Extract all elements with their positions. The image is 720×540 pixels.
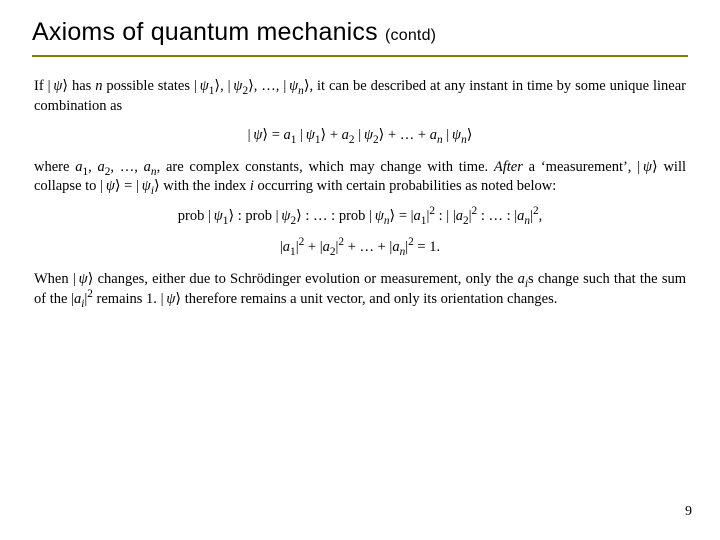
psi-glyph: ψ	[306, 127, 315, 143]
paragraph-3: When | ψ⟩ changes, either due to Schrödi…	[34, 270, 686, 309]
coef-a: a	[323, 239, 330, 255]
eq-sign: =	[121, 178, 136, 194]
slide: Axioms of quantum mechanics (contd) If |…	[0, 0, 720, 540]
psi-glyph: ψ	[452, 127, 461, 143]
psi-glyph: ψ	[106, 178, 115, 194]
coef-a: a	[283, 239, 290, 255]
coef-a: a	[518, 271, 525, 287]
p3-t5: therefore remains a unit vector, and onl…	[181, 291, 557, 307]
coef-a: a	[144, 159, 151, 175]
p3-t1: When	[34, 271, 73, 287]
colon: :	[435, 208, 446, 224]
coef-a: a	[97, 159, 104, 175]
psi-glyph: ψ	[364, 127, 373, 143]
paragraph-2: where a1, a2, …, an, are complex constan…	[34, 158, 686, 197]
coef-a: a	[284, 127, 291, 143]
equation-prob-ratio: prob | ψ1⟩ : prob | ψ2⟩ : … : prob | ψn⟩…	[34, 207, 686, 227]
eq-sign: =	[268, 127, 283, 143]
prob-word: prob	[339, 208, 369, 224]
slide-title: Axioms of quantum mechanics (contd)	[32, 18, 688, 47]
slide-body: If | ψ⟩ has n possible states | ψ1⟩, | ψ…	[32, 77, 688, 309]
p1-t2: has	[68, 78, 95, 94]
paragraph-1: If | ψ⟩ has n possible states | ψ1⟩, | ψ…	[34, 77, 686, 116]
plus: +	[304, 239, 319, 255]
p2-ell: …,	[120, 159, 144, 175]
p2-t1: where	[34, 159, 75, 175]
p2-t3: a ‘measurement’,	[523, 159, 637, 175]
psi-glyph: ψ	[200, 78, 209, 94]
sub-n: n	[437, 134, 443, 146]
psi-glyph: ψ	[643, 159, 652, 175]
plus-ell: + … +	[384, 127, 429, 143]
plus: +	[326, 127, 341, 143]
p2-after: After	[494, 159, 523, 175]
ket-rangle: ⟩	[467, 127, 473, 143]
eq-one: = 1.	[414, 239, 440, 255]
coef-a: a	[456, 208, 463, 224]
psi-glyph: ψ	[375, 208, 384, 224]
coef-a: a	[342, 127, 349, 143]
p1-ell: …,	[261, 78, 283, 94]
psi-glyph: ψ	[214, 208, 223, 224]
equation-superposition: | ψ⟩ = a1 | ψ1⟩ + a2 | ψ2⟩ + … + an | ψn…	[34, 126, 686, 146]
page-number: 9	[685, 504, 692, 520]
prob-word: prob	[245, 208, 275, 224]
title-main: Axioms of quantum mechanics	[32, 18, 378, 46]
plus-ell: + … +	[344, 239, 389, 255]
p2-sep: ,	[110, 159, 119, 175]
prob-word: prob	[178, 208, 208, 224]
eq-sign: =	[395, 208, 410, 224]
sub-2: 2	[349, 134, 355, 146]
coef-a: a	[430, 127, 437, 143]
p2-t2: , are complex constants, which may chang…	[157, 159, 494, 175]
p3-t4: remains 1.	[93, 291, 161, 307]
ellipsis: …	[313, 208, 331, 224]
p2-t5: with the index	[160, 178, 250, 194]
colon: :	[302, 208, 313, 224]
psi-glyph: ψ	[289, 78, 298, 94]
title-underline	[32, 55, 688, 57]
ellipsis: …	[488, 208, 506, 224]
colon: :	[477, 208, 488, 224]
p1-t3: possible states	[102, 78, 193, 94]
colon: :	[331, 208, 339, 224]
p2-t6: occurring with certain probabilities as …	[254, 178, 556, 194]
coef-a: a	[392, 239, 399, 255]
colon: :	[234, 208, 245, 224]
title-contd: (contd)	[385, 27, 436, 44]
psi-glyph: ψ	[79, 271, 88, 287]
psi-glyph: ψ	[142, 178, 151, 194]
comma: ,	[539, 208, 543, 224]
p1-t1: If	[34, 78, 48, 94]
equation-normalization: |a1|2 + |a2|2 + … + |an|2 = 1.	[34, 238, 686, 258]
p3-t2: changes, either due to Schrödinger evolu…	[93, 271, 517, 287]
coef-a: a	[414, 208, 421, 224]
p1-sep: ,	[220, 78, 228, 94]
